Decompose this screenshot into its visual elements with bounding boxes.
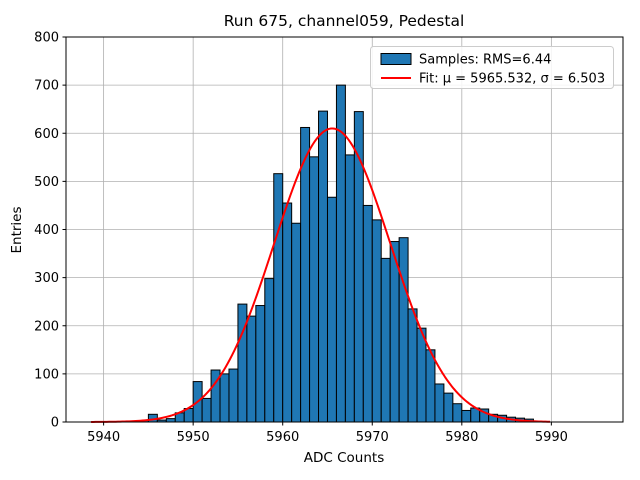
x-tick-label: 5990	[535, 430, 568, 445]
fit-curve-layer	[91, 127, 551, 423]
y-tick-label: 600	[34, 127, 59, 142]
legend-samples-swatch	[380, 53, 412, 65]
legend-box: Samples: RMS=6.44 Fit: μ = 5965.532, σ =…	[370, 46, 614, 89]
histogram-bar	[452, 403, 463, 423]
x-axis-label: ADC Counts	[304, 450, 384, 466]
y-tick-label: 700	[34, 79, 59, 94]
histogram-bar	[309, 156, 320, 423]
histogram-bar	[228, 368, 239, 423]
histogram-bar	[255, 305, 266, 423]
x-tick-label: 5960	[266, 430, 299, 445]
histogram-bars	[138, 84, 534, 423]
x-tick-label: 5940	[87, 430, 120, 445]
histogram-bar	[219, 373, 230, 423]
histogram-bar	[398, 237, 409, 423]
gaussian-fit-curve	[91, 127, 551, 423]
histogram-bar	[380, 257, 391, 423]
y-tick-label: 0	[51, 416, 59, 431]
histogram-bar	[237, 303, 248, 423]
y-tick-label: 100	[34, 367, 59, 382]
histogram-bar	[282, 202, 293, 423]
histogram-bar	[407, 308, 418, 423]
chart-title: Run 675, channel059, Pedestal	[224, 12, 465, 30]
x-tick-label: 5950	[177, 430, 210, 445]
y-tick-label: 200	[34, 319, 59, 334]
y-tick-label: 800	[34, 31, 59, 46]
legend-samples-label: Samples: RMS=6.44	[419, 53, 551, 68]
histogram-bar	[326, 196, 337, 423]
y-axis-label: Entries	[9, 206, 25, 253]
histogram-bar	[300, 126, 311, 423]
y-tick-label: 300	[34, 271, 59, 286]
y-tick-label: 400	[34, 223, 59, 238]
histogram-bar	[291, 222, 302, 423]
histogram-bar	[362, 204, 373, 423]
ticks-layer: 5940 5950 5960 5970 5980 5990 0 100 200 300 400 500…	[34, 31, 568, 446]
histogram-bar	[425, 349, 436, 423]
histogram-bar	[344, 154, 355, 423]
histogram-bar	[246, 315, 257, 423]
histogram-bar	[264, 278, 275, 423]
histogram-bar	[461, 409, 472, 423]
histogram-bar	[273, 173, 284, 423]
histogram-bar	[416, 327, 427, 423]
y-tick-label: 500	[34, 175, 59, 190]
legend-fit-label: Fit: μ = 5965.532, σ = 6.503	[419, 72, 605, 87]
x-tick-label: 5970	[356, 430, 389, 445]
histogram-bar	[443, 392, 454, 423]
x-tick-label: 5980	[445, 430, 478, 445]
histogram-bar	[371, 219, 382, 423]
histogram-bar	[165, 418, 176, 423]
histogram-bar	[201, 397, 212, 423]
legend-frame	[370, 46, 614, 89]
histogram-bar	[434, 383, 445, 423]
histogram-bar	[318, 110, 328, 423]
